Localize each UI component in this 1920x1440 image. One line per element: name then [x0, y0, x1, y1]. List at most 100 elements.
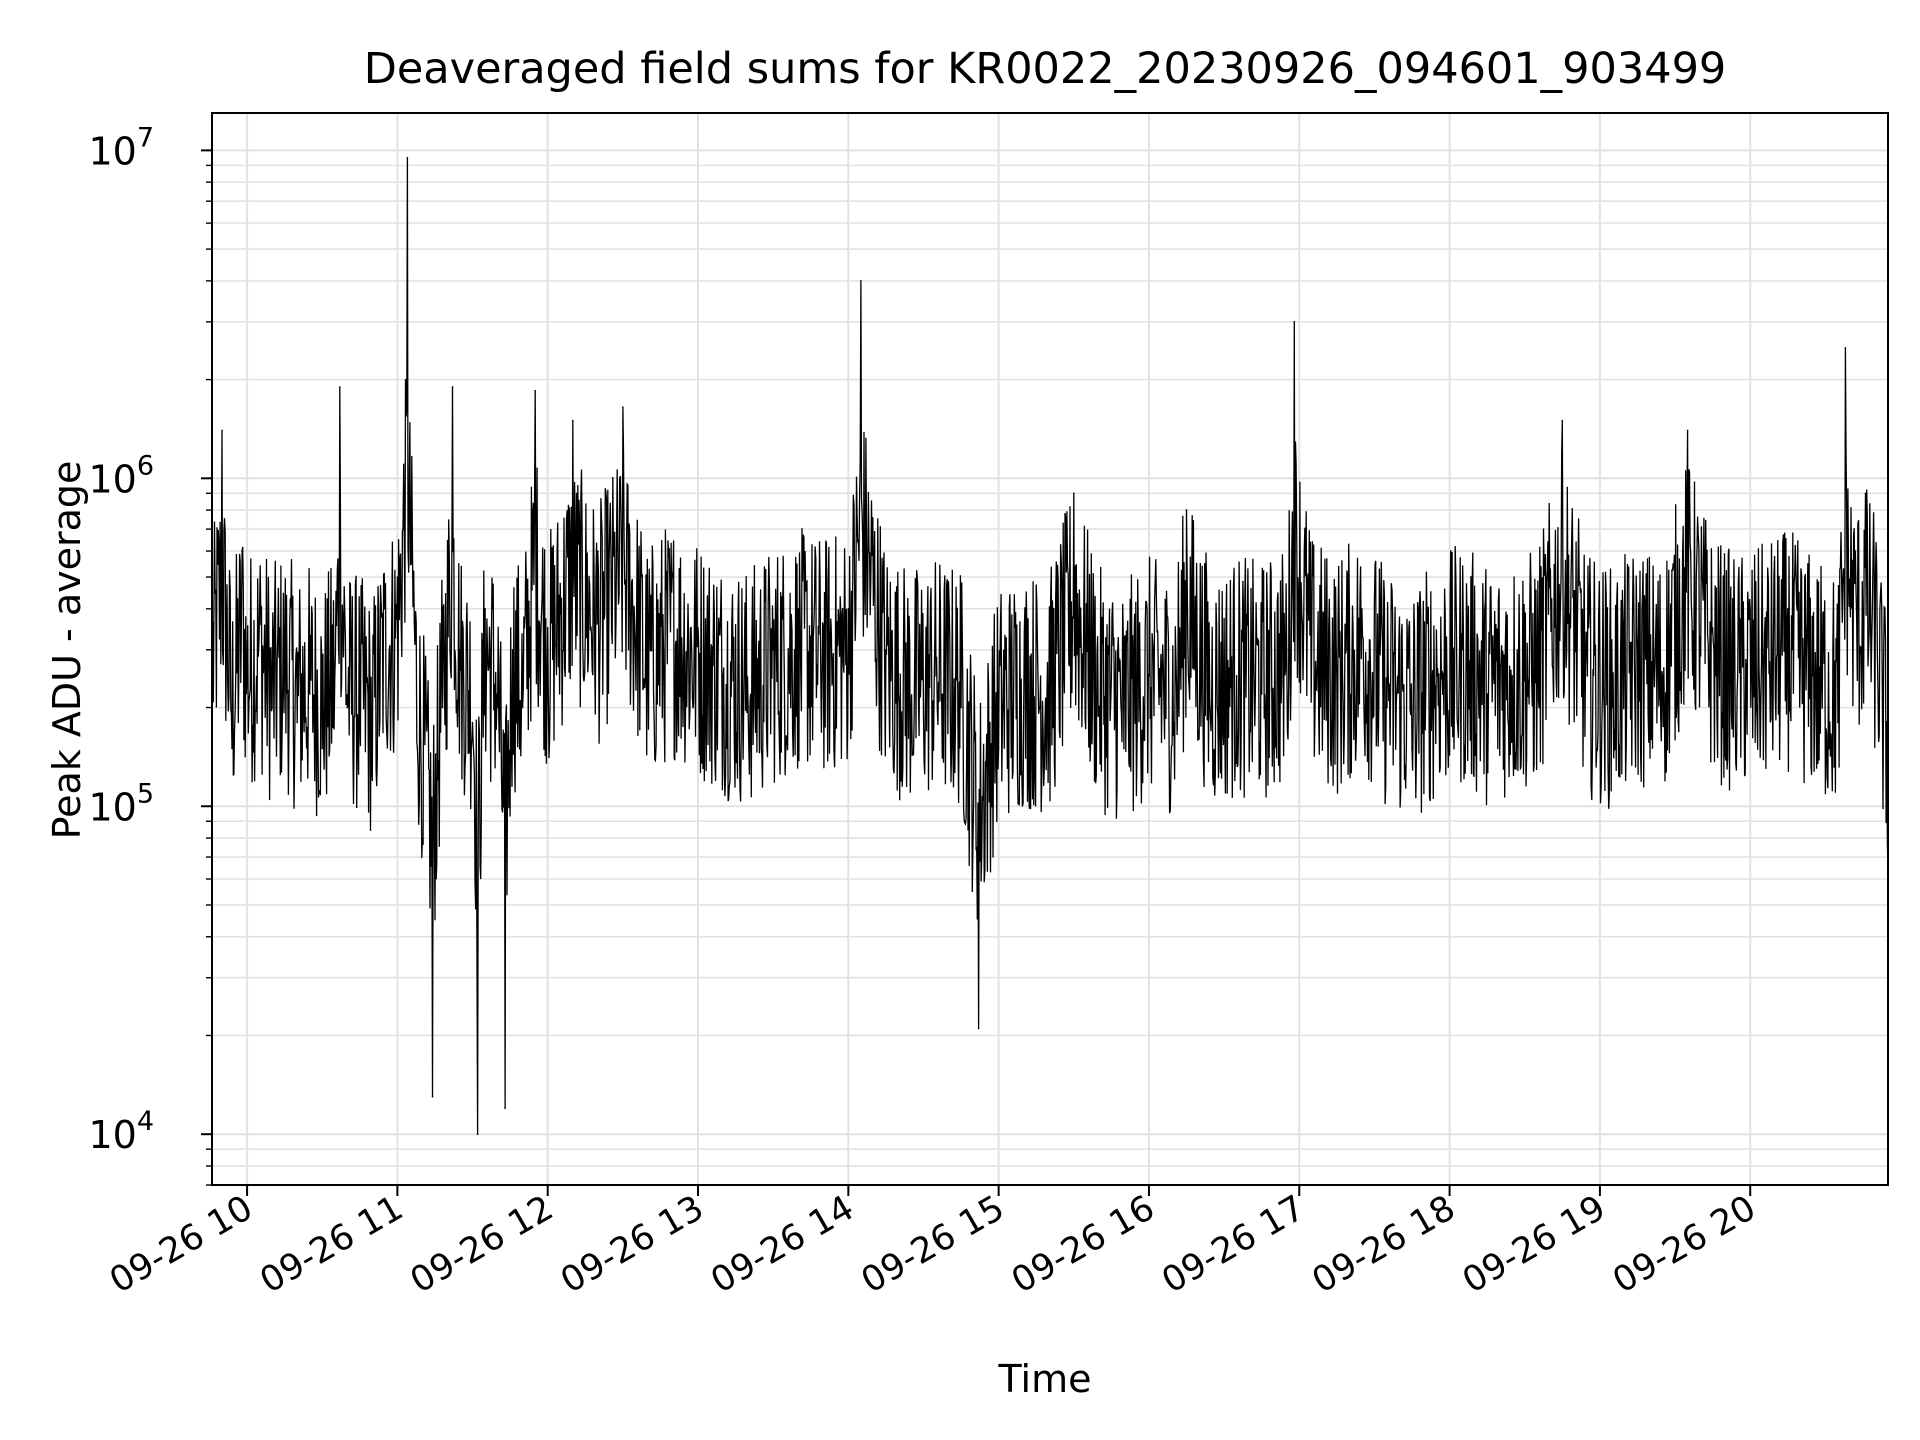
data-point: [1736, 675, 1739, 677]
y-tick-label: 106: [88, 450, 154, 501]
y-axis-label: Peak ADU - average: [45, 461, 89, 840]
data-point: [1098, 706, 1100, 709]
data-point: [334, 675, 336, 677]
chart-title: Deaveraged field sums for KR0022_2023092…: [364, 44, 1727, 94]
data-point: [1854, 550, 1857, 552]
data-point: [258, 608, 261, 610]
data-point: [1536, 658, 1539, 661]
data-point: [384, 608, 386, 610]
data-point: [885, 649, 887, 651]
data-point: [231, 747, 233, 750]
data-point: [1636, 649, 1639, 651]
data-point: [346, 706, 349, 709]
data-point: [521, 706, 524, 709]
data-point: [396, 576, 399, 578]
data-point: [421, 837, 424, 839]
data-point: [1787, 608, 1789, 610]
y-tick-exponent: 4: [137, 1106, 154, 1137]
data-point: [1586, 675, 1589, 677]
series-line: [211, 157, 1889, 1135]
x-axis-label: Time: [998, 1357, 1092, 1401]
data-point: [597, 550, 599, 552]
data-point: [910, 706, 912, 709]
data-point: [1844, 347, 1847, 349]
data-point: [1285, 649, 1288, 651]
data-point: [1837, 721, 1839, 724]
data-point: [504, 1107, 506, 1109]
data-point: [1235, 675, 1238, 677]
y-tick-label: 104: [88, 1106, 154, 1157]
data-point: [534, 389, 536, 392]
y-tick-exponent: 6: [137, 450, 154, 481]
data-point: [772, 649, 774, 651]
data-point: [1293, 321, 1296, 323]
data-point: [546, 627, 549, 629]
data-point: [1436, 675, 1438, 677]
data-point: [471, 721, 474, 724]
data-point: [747, 706, 749, 709]
data-point: [647, 649, 649, 651]
data-point: [459, 649, 461, 651]
data-point: [241, 550, 243, 552]
plot-frame: [211, 112, 1889, 1186]
data-point: [1874, 576, 1877, 578]
data-point: [1185, 509, 1188, 511]
data-point: [1611, 706, 1614, 709]
data-point: [321, 747, 324, 750]
data-point: [1047, 721, 1050, 724]
data-point: [1486, 693, 1488, 695]
grid: [212, 113, 1888, 1186]
data-point: [283, 649, 286, 651]
data-point: [1411, 747, 1413, 750]
data-point: [1511, 675, 1513, 677]
data-point: [697, 627, 699, 629]
data-point: [1260, 693, 1263, 695]
data-point: [441, 706, 444, 709]
data-point: [511, 649, 514, 651]
y-tick-exponent: 7: [137, 122, 154, 153]
data-point: [496, 706, 499, 709]
data-point: [1561, 419, 1564, 422]
y-tick-label: 105: [88, 778, 154, 829]
data-point: [1173, 721, 1175, 724]
data-point: [339, 386, 341, 388]
y-tick-base: 10: [88, 457, 136, 501]
data-point: [246, 675, 248, 677]
data-point: [622, 406, 624, 408]
data-point: [1661, 675, 1664, 677]
data-point: [484, 608, 486, 610]
data-point: [672, 576, 674, 578]
data-point: [359, 721, 361, 724]
data-point: [935, 675, 937, 677]
data-point: [722, 675, 724, 677]
data-point: [296, 721, 299, 724]
data-point: [1022, 706, 1025, 709]
data-point: [1686, 429, 1689, 432]
data-point: [1123, 747, 1125, 750]
data-point: [1761, 649, 1764, 651]
y-tick-base: 10: [88, 129, 136, 173]
data-point: [1461, 649, 1463, 651]
y-tick-base: 10: [88, 785, 136, 829]
data-point: [406, 156, 409, 159]
data-point: [572, 419, 574, 422]
y-tick-exponent: 5: [137, 778, 154, 809]
data-point: [1864, 492, 1867, 495]
data-point: [1386, 706, 1388, 709]
y-tick-base: 10: [88, 1113, 136, 1157]
data-point: [221, 429, 223, 432]
data-point: [1361, 608, 1363, 610]
series-group: [211, 156, 1889, 1135]
data-point: [431, 1096, 434, 1098]
data-point: [1336, 675, 1338, 677]
data-point: [1812, 675, 1814, 677]
data-point: [1711, 627, 1714, 629]
data-point: [860, 280, 862, 282]
data-point: [997, 747, 1000, 750]
data-point: [476, 1133, 479, 1135]
data-point: [1210, 706, 1213, 709]
data-point: [416, 747, 419, 750]
data-point: [451, 386, 454, 388]
data-point: [960, 706, 962, 709]
